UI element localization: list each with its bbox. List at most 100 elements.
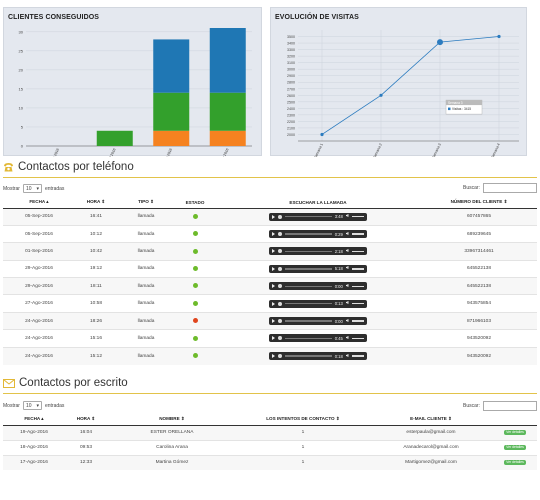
cell-audio: 0:29 🔊︎ [215,224,421,243]
volume-slider[interactable] [352,233,364,235]
telefono-length-control: Mostrar 10 ▾ entradas [3,184,64,193]
play-icon[interactable] [272,336,275,341]
play-icon[interactable] [272,214,275,219]
audio-player[interactable]: 3:48 🔊︎ [269,212,367,221]
audio-player[interactable]: 0:45 🔊︎ [269,334,367,343]
seek-track[interactable] [285,250,332,253]
cell-hora: 10:58 [75,294,117,313]
play-icon[interactable] [272,319,275,324]
telefono-search-label: Buscar: [463,185,480,191]
seek-handle[interactable] [278,354,282,359]
col-fecha-header[interactable]: FECHA ▴ [3,197,75,209]
play-icon[interactable] [272,354,275,359]
seek-track[interactable] [285,268,332,270]
visitas-line-chart: 2000 2100 2200 2300 2400 2500 2600 2700 2800 2900… [287,30,519,157]
col-escuchar-header[interactable]: ESCUCHAR LA LLAMADA [215,197,421,209]
col-tipo-header[interactable]: TIPO ⇕ [117,197,175,209]
volume-icon[interactable]: 🔊︎ [345,300,349,307]
ver-detalles-button[interactable]: Ver detalles [504,444,526,450]
y-tick-label: 10 [19,105,24,110]
seek-track[interactable] [285,355,332,357]
col-intentos-header[interactable]: LOS INTENTOS DE CONTACTO ⇕ [237,414,369,426]
seek-handle[interactable] [278,249,282,254]
y-tick-label: 3200 [287,55,295,59]
y-tick-label: 3100 [287,61,295,65]
volume-slider[interactable] [352,320,364,322]
volume-slider[interactable] [352,268,364,270]
audio-player[interactable]: 0:29 🔊︎ [269,230,367,239]
x-tick-label: Ago 2016 [163,148,173,157]
ver-detalles-button[interactable]: Ver detalles [504,429,526,435]
status-ok-icon [192,265,198,271]
audio-player[interactable]: 2:18 🔊︎ [269,247,367,256]
y-tick-label: 3300 [287,48,295,52]
seek-handle[interactable] [278,232,282,237]
seek-track[interactable] [285,215,332,218]
seek-handle[interactable] [278,284,282,289]
volume-slider[interactable] [352,302,364,305]
volume-icon[interactable]: 🔊︎ [345,317,349,324]
col-nombre-header[interactable]: NOMBRE ⇕ [107,414,237,426]
audio-player[interactable]: 0:18 🔊︎ [269,352,367,361]
table-row: 27-Ago-2016 10:58 llamada 0:13 🔊︎ 943575854 [3,294,537,313]
seek-track[interactable] [285,320,332,322]
audio-player[interactable]: 5:18 🔊︎ [269,264,367,273]
table-row: 29-Ago-2016 19:12 llamada 5:18 🔊︎ 645522138 [3,259,537,278]
bar-segment [96,130,133,146]
cell-estado [175,224,215,243]
cell-tipo: llamada [117,277,175,295]
cell-estado [175,311,215,330]
cell-numero: 607457865 [421,207,537,226]
telefono-header-row: FECHA ▴ HORA ⇕ TIPO ⇕ ESTADO ESCUCHAR LA… [3,197,537,209]
volume-slider[interactable] [352,337,364,340]
volume-icon[interactable]: 🔊︎ [345,282,349,289]
seek-track[interactable] [285,233,332,235]
play-icon[interactable] [272,249,275,254]
col-hora-header[interactable]: HORA ⇕ [75,197,117,209]
col-hora-header[interactable]: HORA ⇕ [65,414,107,426]
cell-audio: 0:00 🔊︎ [215,277,421,295]
volume-icon[interactable]: 🔊︎ [345,265,349,272]
seek-handle[interactable] [278,214,282,219]
volume-icon[interactable]: 🔊︎ [345,352,349,359]
y-tick-label: 2800 [287,81,295,85]
seek-track[interactable] [285,337,332,340]
bar-segment [209,92,246,131]
escrito-entries-select[interactable]: 10 ▾ [22,401,42,410]
col-estado-header[interactable]: ESTADO [175,197,215,209]
volume-slider[interactable] [352,215,364,218]
play-icon[interactable] [272,284,275,289]
seek-track[interactable] [285,302,332,305]
status-ok-icon [192,300,198,306]
volume-slider[interactable] [352,250,364,253]
ver-detalles-button[interactable]: Ver detalles [504,459,526,465]
y-tick-label: 0 [21,144,24,149]
seek-track[interactable] [285,285,332,287]
seek-handle[interactable] [278,319,282,324]
cell-tipo: llamada [117,294,175,313]
play-icon[interactable] [272,266,275,271]
audio-player[interactable]: 0:13 🔊︎ [269,299,367,308]
seek-handle[interactable] [278,336,282,341]
telefono-search-input[interactable] [482,183,537,193]
col-numero-header[interactable]: NÚMERO DEL CLIENTE ⇕ [421,197,537,209]
volume-icon[interactable]: 🔊︎ [345,334,349,341]
escrito-search-input[interactable] [482,401,537,411]
col-fecha-header[interactable]: FECHA ▴ [3,414,65,426]
play-icon[interactable] [272,232,275,237]
telefono-entries-select[interactable]: 10 ▾ [22,184,42,193]
audio-player[interactable]: 0:00 🔊︎ [269,317,367,326]
volume-icon[interactable]: 🔊︎ [345,230,349,237]
volume-slider[interactable] [352,285,364,287]
play-icon[interactable] [272,301,275,306]
volume-slider[interactable] [352,355,364,357]
telefono-entries-label: entradas [44,185,65,192]
seek-handle[interactable] [278,301,282,306]
volume-icon[interactable]: 🔊︎ [345,247,349,254]
audio-player[interactable]: 0:00 🔊︎ [269,282,367,291]
status-ok-icon [192,283,198,289]
y-tick-label: 2100 [287,126,295,130]
col-email-header[interactable]: E-MAIL CLIENTE ⇕ [369,414,493,426]
seek-handle[interactable] [278,266,282,271]
volume-icon[interactable]: 🔊︎ [345,213,349,220]
